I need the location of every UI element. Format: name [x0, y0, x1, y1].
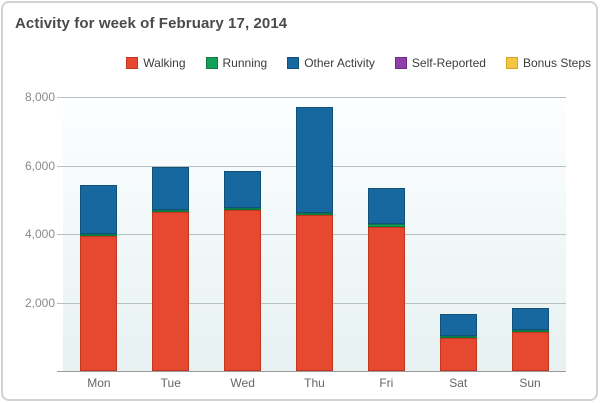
chart-title: Activity for week of February 17, 2014 — [15, 15, 288, 32]
legend-swatch-self-reported — [394, 57, 407, 69]
legend-label: Self-Reported — [411, 56, 486, 70]
bar-segment-running[interactable] — [439, 336, 477, 339]
bar-segment-running[interactable] — [511, 330, 549, 333]
bar-segment-walking[interactable] — [152, 211, 190, 371]
legend-label: Other Activity — [304, 56, 375, 70]
bar-wed — [224, 97, 262, 371]
bar-segment-running[interactable] — [80, 233, 118, 236]
bar-sat — [439, 97, 477, 371]
bar-segment-other-activity[interactable] — [367, 187, 405, 224]
y-tick-label: 6,000 — [24, 158, 55, 173]
bar-segment-other-activity[interactable] — [511, 308, 549, 331]
x-axis-label-sun: Sun — [519, 376, 541, 390]
bar-segment-walking[interactable] — [296, 215, 333, 371]
legend-label: Walking — [143, 56, 186, 70]
bar-segment-walking[interactable] — [224, 210, 262, 371]
bar-segment-walking[interactable] — [367, 227, 405, 371]
legend-swatch-walking — [126, 57, 139, 69]
y-axis: 2,000 4,000 6,000 8,000 — [3, 90, 57, 371]
y-tick-label: 4,000 — [24, 227, 55, 241]
legend-swatch-bonus-steps — [505, 57, 518, 69]
bar-segment-running[interactable] — [367, 223, 405, 228]
bar-segment-other-activity[interactable] — [439, 313, 477, 337]
x-axis: Mon Tue Wed Thu Fri Sat Sun — [63, 376, 566, 394]
y-tick-label: 8,000 — [24, 90, 55, 104]
chart-legend: Walking Running Other Activity Self-Reporte… — [13, 54, 591, 72]
bar-mon — [80, 97, 118, 371]
x-axis-label-sat: Sat — [449, 376, 468, 390]
legend-item-bonus-steps[interactable]: Bonus Steps — [505, 56, 591, 70]
legend-label: Running — [222, 56, 268, 70]
x-axis-label-fri: Fri — [379, 376, 394, 390]
bar-sun — [511, 97, 549, 371]
bar-segment-other-activity[interactable] — [152, 167, 190, 211]
bar-segment-other-activity[interactable] — [224, 171, 262, 209]
legend-item-walking[interactable]: Walking — [126, 56, 186, 70]
bar-segment-walking[interactable] — [511, 332, 549, 371]
y-tick-label: 2,000 — [24, 295, 55, 310]
bar-segment-running[interactable] — [224, 208, 262, 211]
x-axis-label-thu: Thu — [304, 376, 325, 390]
x-axis-label-mon: Mon — [87, 376, 111, 390]
x-axis-label-tue: Tue — [160, 376, 181, 390]
legend-swatch-other-activity — [287, 57, 300, 69]
legend-item-self-reported[interactable]: Self-Reported — [394, 56, 486, 70]
bar-segment-running[interactable] — [296, 212, 333, 216]
legend-item-other-activity[interactable]: Other Activity — [287, 56, 375, 70]
plot-area — [57, 97, 566, 372]
bar-thu — [296, 97, 333, 371]
bar-tue — [152, 97, 190, 371]
legend-item-running[interactable]: Running — [205, 56, 268, 70]
legend-label: Bonus Steps — [522, 56, 591, 70]
bar-fri — [367, 97, 405, 371]
x-axis-label-wed: Wed — [230, 376, 255, 390]
legend-swatch-running — [205, 57, 218, 69]
x-axis-line — [57, 371, 566, 372]
bar-segment-other-activity[interactable] — [296, 107, 333, 213]
bar-segment-running[interactable] — [152, 209, 190, 212]
bar-segment-other-activity[interactable] — [80, 185, 118, 234]
gridline — [57, 97, 566, 98]
bar-segment-walking[interactable] — [80, 235, 118, 371]
bar-segment-walking[interactable] — [439, 338, 477, 371]
